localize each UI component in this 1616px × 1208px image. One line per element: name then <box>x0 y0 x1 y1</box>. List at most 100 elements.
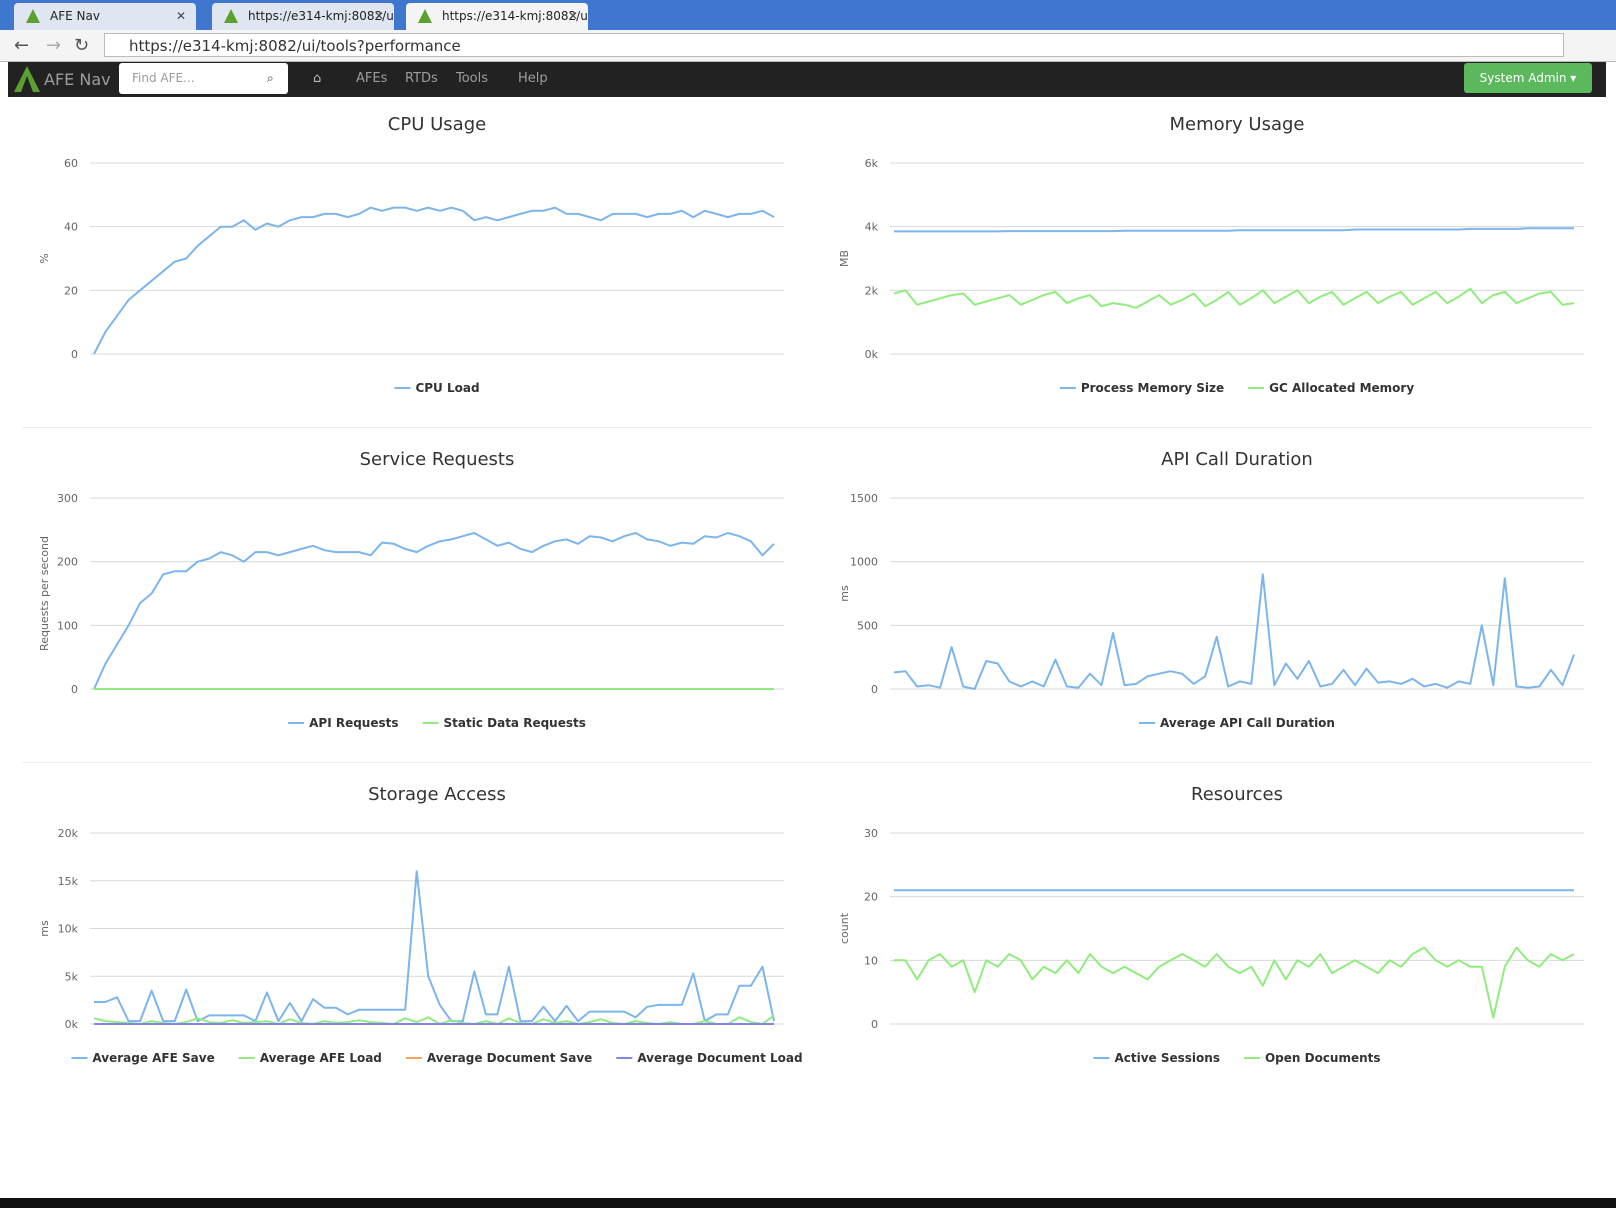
chart: CPU Usage% 0 20 40 60 CPU Load <box>38 114 784 395</box>
chart-panel: Storage Access ms 0k 5k 10k 15k 20k Average AFE… <box>12 770 803 1105</box>
chart-title: Service Requests <box>360 449 515 470</box>
chart: Resources count 0 10 20 30 Active Sessions Open… <box>838 784 1584 1065</box>
y-tick-label: 0 <box>71 348 78 361</box>
legend-label: CPU Load <box>415 381 479 395</box>
tab-bar: AFE Nav ✕ https://e314-kmj:8082/ui/✕ http… <box>0 0 1616 30</box>
chart-panel: Memory Usage MB 0k 2k 4k 6k Process Memory Siz… <box>812 100 1602 435</box>
brand[interactable]: AFE Nav <box>44 70 111 89</box>
search-box[interactable]: Find AFE... ⌕ <box>119 63 288 94</box>
tab-title: https://e314-kmj:8082/ui/ <box>248 9 394 23</box>
y-axis-label: count <box>838 912 851 944</box>
chart-title: CPU Usage <box>388 114 486 135</box>
back-button[interactable]: ← <box>14 35 30 56</box>
legend-label: GC Allocated Memory <box>1269 381 1414 395</box>
navbar: AFE Nav Find AFE... ⌕ ⌂ AFEs RTDs Tools H… <box>8 62 1606 97</box>
chart-title: Storage Access <box>368 784 506 805</box>
nav-link[interactable]: RTDs <box>405 71 438 86</box>
legend-label: Active Sessions <box>1114 1051 1220 1065</box>
y-tick-label: 4k <box>865 221 879 234</box>
y-tick-label: 1000 <box>850 556 878 569</box>
tab[interactable]: https://e314-kmj:8082/ui/✕ <box>406 3 588 30</box>
home-link[interactable]: ⌂ <box>313 71 322 86</box>
chart-title: Resources <box>1191 784 1283 805</box>
legend: Average AFE Save Average AFE Load Average … <box>71 1051 803 1065</box>
legend-label: Static Data Requests <box>444 716 586 730</box>
forward-button[interactable]: → <box>46 35 62 56</box>
y-tick-label: 500 <box>857 619 878 632</box>
tab[interactable]: https://e314-kmj:8082/ui/✕ <box>212 3 394 30</box>
status-strip <box>0 1198 1616 1208</box>
separator <box>22 427 1592 428</box>
tab-title: AFE Nav <box>50 9 100 23</box>
y-axis-label: ms <box>38 920 51 937</box>
user-name: System Admin <box>1479 71 1567 85</box>
series-line <box>94 870 775 1023</box>
y-tick-label: 0 <box>871 683 878 696</box>
y-tick-label: 0k <box>865 348 879 361</box>
chart-title: API Call Duration <box>1161 449 1313 470</box>
y-tick-label: 200 <box>57 556 78 569</box>
legend-label: Average API Call Duration <box>1160 716 1335 730</box>
y-tick-label: 40 <box>64 221 78 234</box>
series-line <box>893 287 1575 309</box>
series-line <box>93 532 775 690</box>
y-tick-label: 20k <box>58 827 79 840</box>
y-tick-label: 0 <box>871 1018 878 1031</box>
legend-label: Process Memory Size <box>1081 381 1224 395</box>
nav-link[interactable]: Tools <box>456 71 489 86</box>
series-line <box>893 573 1575 690</box>
chart-panel: API Call Duration ms 0 500 1000 1500 Average A… <box>812 435 1602 770</box>
y-tick-label: 300 <box>57 492 78 505</box>
chart-panel: Resources count 0 10 20 30 Active Sessions Open… <box>812 770 1602 1105</box>
y-tick-label: 10k <box>58 923 79 936</box>
tab[interactable]: AFE Nav ✕ <box>14 3 196 30</box>
legend: Active Sessions Open Documents <box>1093 1051 1381 1065</box>
legend-label: Average Document Save <box>427 1051 592 1065</box>
y-tick-label: 15k <box>58 875 79 888</box>
y-tick-label: 20 <box>64 284 78 297</box>
chart-panel: CPU Usage% 0 20 40 60 CPU Load <box>12 100 802 435</box>
legend-label: API Requests <box>309 716 398 730</box>
y-axis-label: Requests per second <box>38 536 51 651</box>
y-tick-label: 20 <box>864 891 878 904</box>
y-tick-label: 5k <box>65 970 79 983</box>
series-line <box>93 206 775 355</box>
separator <box>22 762 1592 763</box>
reload-button[interactable]: ↻ <box>74 35 90 56</box>
chart: Memory Usage MB 0k 2k 4k 6k Process Memory Siz… <box>838 114 1584 395</box>
y-tick-label: 10 <box>864 954 878 967</box>
nav-link[interactable]: AFEs <box>356 71 388 86</box>
legend: API Requests Static Data Requests <box>288 716 586 730</box>
tab-title: https://e314-kmj:8082/ui/ <box>442 9 588 23</box>
chart: Storage Access ms 0k 5k 10k 15k 20k Average AFE… <box>38 784 803 1065</box>
legend-label: Average AFE Save <box>92 1051 214 1065</box>
legend-label: Average AFE Load <box>260 1051 382 1065</box>
series-line <box>894 227 1574 233</box>
legend: Process Memory Size GC Allocated Memory <box>1059 381 1414 395</box>
chart: API Call Duration ms 0 500 1000 1500 Average A… <box>838 449 1584 730</box>
chart: Service Requests Requests per second 0 100 2… <box>38 449 784 730</box>
y-tick-label: 2k <box>865 284 879 297</box>
y-tick-label: 6k <box>865 157 879 170</box>
legend: Average API Call Duration <box>1139 716 1335 730</box>
legend-label: Average Document Load <box>637 1051 802 1065</box>
y-axis-label: % <box>38 253 51 263</box>
series-line <box>894 946 1575 1019</box>
address-bar: ← → ↻ https://e314-kmj:8082/ui/tools?per… <box>0 30 1616 62</box>
y-axis-label: MB <box>838 250 851 267</box>
logo <box>14 66 40 92</box>
chart-panel: Service Requests Requests per second 0 100 2… <box>12 435 802 770</box>
nav-link[interactable]: Help <box>518 71 548 86</box>
y-tick-label: 1500 <box>850 492 878 505</box>
y-tick-label: 30 <box>864 827 878 840</box>
y-tick-label: 60 <box>64 157 78 170</box>
y-tick-label: 100 <box>57 619 78 632</box>
chart-title: Memory Usage <box>1169 114 1304 135</box>
url-field[interactable]: https://e314-kmj:8082/ui/tools?performan… <box>104 33 1564 57</box>
legend: CPU Load <box>394 381 480 395</box>
user-menu[interactable]: System Admin ▾ <box>1464 63 1592 93</box>
y-axis-label: ms <box>838 585 851 602</box>
y-tick-label: 0k <box>65 1018 79 1031</box>
url: https://e314-kmj:8082/ui/tools?performan… <box>129 37 461 55</box>
